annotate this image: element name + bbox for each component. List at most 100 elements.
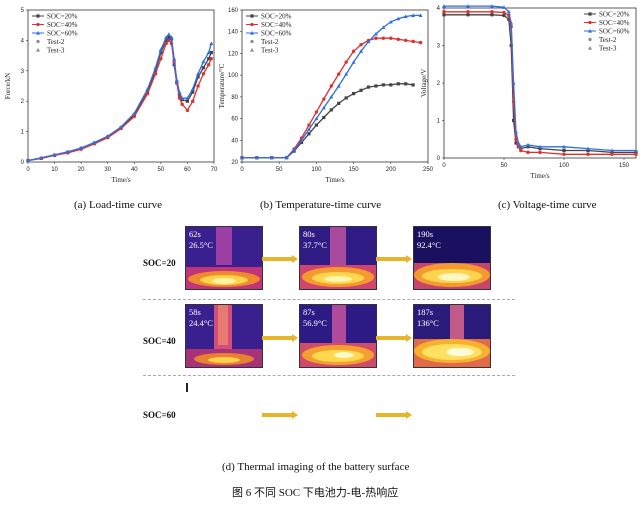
data-point: [466, 10, 470, 14]
soc-row-label-2: SOC=40: [143, 336, 176, 346]
data-point: [209, 41, 214, 46]
data-point: [322, 97, 326, 101]
thermal-image: [186, 227, 262, 289]
data-point: [337, 101, 341, 105]
legend-marker: [588, 12, 592, 16]
legend-marker: [36, 39, 40, 44]
legend-marker: [588, 37, 592, 42]
x-axis-title: Time/s: [325, 176, 344, 184]
thermal-frame: 58s 24.4°C: [185, 304, 263, 368]
data-point: [411, 39, 415, 44]
figure-caption: 图 6 不同 SOC 下电池力-电-热响应: [232, 487, 399, 499]
x-tick-label: 70: [211, 167, 218, 173]
data-point: [329, 84, 333, 88]
data-point: [185, 96, 190, 100]
x-tick-label: 20: [78, 167, 85, 173]
y-axis-title: Voltage/V: [420, 69, 428, 97]
data-point: [79, 146, 84, 150]
y-tick-label: 1: [437, 119, 441, 125]
data-point: [518, 144, 523, 149]
data-point: [190, 87, 195, 91]
legend-label: Test-2: [261, 38, 279, 46]
data-point: [526, 150, 530, 155]
x-tick-label: 40: [131, 167, 138, 173]
data-point: [166, 32, 171, 36]
data-point: [490, 4, 494, 8]
legend-label: SOC=20%: [599, 10, 630, 18]
data-point: [164, 35, 169, 39]
data-point: [196, 75, 200, 79]
data-point: [65, 149, 70, 154]
thermal-temperature: 24.4°C: [189, 318, 213, 328]
legend-marker: [250, 48, 254, 52]
data-point: [191, 99, 195, 103]
data-point: [153, 72, 158, 76]
thermal-temperature: 26.5°C: [189, 240, 213, 250]
thermal-frame: 80s 37.7°C: [299, 226, 377, 290]
data-point: [374, 36, 378, 40]
legend-label: SOC=20%: [261, 12, 292, 20]
data-point: [514, 141, 518, 145]
legend-label: Test-3: [599, 44, 617, 52]
x-axis-title: Time/s: [530, 172, 549, 180]
data-point: [516, 141, 521, 145]
x-tick-label: 50: [158, 167, 165, 173]
soc-row-label-3: SOC=60: [143, 410, 176, 420]
arrow-right-icon: [262, 255, 298, 263]
arrow-right-icon: [262, 334, 298, 342]
data-point: [442, 10, 446, 14]
data-point: [526, 145, 530, 149]
y-tick-label: 4: [437, 6, 441, 12]
row-marker: [186, 383, 188, 392]
data-point: [196, 84, 200, 88]
data-point: [177, 96, 182, 100]
data-point: [411, 13, 416, 18]
data-point: [158, 47, 163, 52]
data-point: [164, 38, 168, 42]
data-point: [153, 69, 158, 73]
thermal-frame: 187s 136°C: [413, 304, 491, 368]
legend-label: SOC=40%: [599, 19, 630, 27]
y-tick-label: 0: [21, 160, 25, 166]
data-point: [201, 66, 205, 70]
data-point: [490, 10, 494, 14]
data-point: [159, 56, 163, 61]
data-point: [526, 142, 530, 147]
arrow-right-icon: [376, 334, 412, 342]
series-line: [242, 14, 421, 159]
load-time-caption: (a) Load-time curve: [74, 199, 162, 211]
legend-label: Test-2: [599, 36, 617, 44]
thermal-frame: 62s 26.5°C: [185, 226, 263, 290]
thermal-label: 80s 37.7°C: [303, 229, 327, 251]
plot-frame: [27, 9, 215, 163]
legend-marker: [588, 29, 592, 33]
legend-label: SOC=40%: [261, 21, 292, 29]
x-tick-label: 150: [349, 167, 360, 173]
data-point: [514, 129, 518, 134]
thermal-frame: 190s 92.4°C: [413, 226, 491, 290]
data-point: [634, 150, 638, 154]
data-point: [359, 43, 363, 47]
data-point: [299, 140, 304, 145]
thermal-temperature: 136°C: [417, 318, 439, 328]
arrow-right-icon: [262, 411, 298, 419]
data-point: [174, 77, 179, 82]
x-tick-label: 50: [276, 167, 283, 173]
data-point: [164, 41, 168, 46]
thermal-caption: (d) Thermal imaging of the battery surfa…: [222, 461, 410, 473]
series-line: [444, 5, 636, 152]
data-point: [502, 13, 506, 18]
data-point: [284, 155, 289, 160]
legend-marker: [36, 14, 40, 18]
data-point: [180, 96, 185, 100]
data-point: [196, 71, 201, 76]
legend-marker: [250, 39, 254, 44]
x-tick-label: 150: [619, 163, 630, 169]
data-point: [177, 90, 182, 94]
temperature-time-caption: (b) Temperature-time curve: [260, 199, 382, 211]
legend-marker: [250, 14, 254, 18]
data-point: [322, 115, 326, 120]
data-point: [336, 84, 341, 88]
thermal-time: 187s: [417, 307, 434, 317]
data-point: [314, 123, 318, 127]
